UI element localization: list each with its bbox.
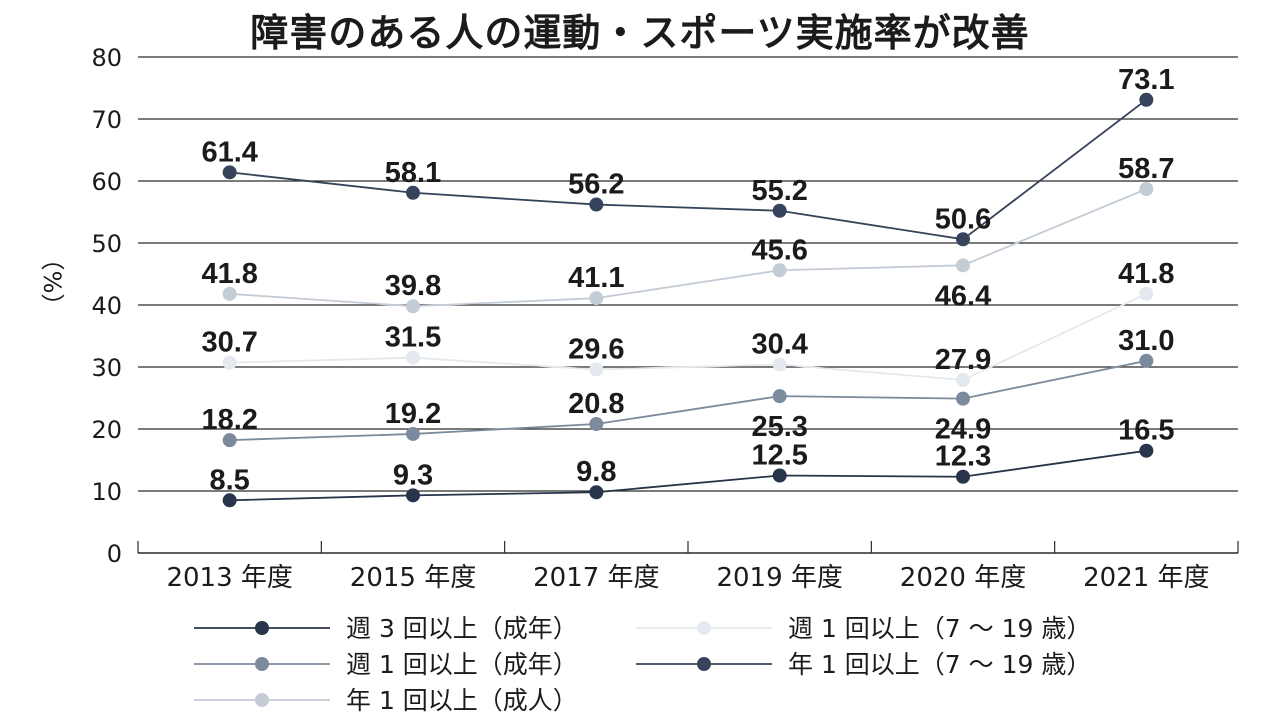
series-line bbox=[229, 359, 1147, 442]
legend-swatch-marker bbox=[255, 693, 269, 707]
data-point bbox=[589, 362, 604, 377]
x-tick-label: 2021 年度 bbox=[1083, 563, 1209, 593]
data-point bbox=[406, 426, 420, 441]
data-point bbox=[589, 291, 604, 306]
data-point bbox=[956, 258, 970, 273]
data-label: 12.3 bbox=[935, 441, 991, 473]
y-tick-label: 70 bbox=[91, 106, 122, 134]
y-tick-label: 80 bbox=[91, 44, 122, 72]
data-label: 24.9 bbox=[935, 414, 991, 446]
data-point bbox=[956, 373, 970, 388]
x-tick-label: 2020 年度 bbox=[900, 563, 1026, 593]
data-point bbox=[589, 197, 604, 212]
data-point bbox=[406, 350, 420, 365]
series-line bbox=[229, 188, 1147, 308]
data-point bbox=[956, 469, 970, 484]
data-label: 31.0 bbox=[1118, 325, 1174, 357]
series-line bbox=[229, 293, 1147, 381]
data-label: 31.5 bbox=[385, 322, 441, 354]
data-point bbox=[772, 357, 787, 372]
data-point bbox=[222, 165, 237, 180]
legend-swatch-marker bbox=[697, 657, 711, 671]
data-label: 30.4 bbox=[751, 329, 807, 361]
y-tick-label: 60 bbox=[91, 168, 122, 196]
data-point bbox=[589, 417, 604, 432]
data-label: 58.7 bbox=[1118, 153, 1174, 185]
x-tick-label: 2013 年度 bbox=[166, 563, 292, 593]
legend-label: 週 3 回以上（成年） bbox=[346, 614, 578, 643]
data-point bbox=[222, 286, 237, 301]
data-point bbox=[406, 299, 420, 314]
data-point bbox=[1139, 353, 1154, 368]
x-tick-label: 2019 年度 bbox=[716, 563, 842, 593]
data-label: 16.5 bbox=[1118, 415, 1174, 447]
y-tick-label: 50 bbox=[91, 230, 122, 258]
legend-swatch-marker bbox=[255, 657, 269, 671]
data-label: 9.8 bbox=[576, 456, 616, 488]
data-point bbox=[1139, 182, 1154, 197]
series-lines bbox=[222, 92, 1154, 508]
data-label: 50.6 bbox=[935, 203, 991, 235]
data-point bbox=[772, 468, 787, 483]
data-label: 12.5 bbox=[751, 440, 807, 472]
series-line bbox=[229, 99, 1147, 241]
data-label: 46.4 bbox=[935, 280, 991, 312]
data-label: 58.1 bbox=[385, 157, 441, 189]
data-label: 19.2 bbox=[385, 398, 441, 430]
data-label: 61.4 bbox=[201, 136, 257, 168]
data-point bbox=[772, 263, 787, 278]
legend-label: 年 1 回以上（7 ～ 19 歳） bbox=[788, 650, 1091, 679]
gridlines bbox=[138, 56, 1238, 492]
data-point bbox=[1139, 286, 1154, 301]
data-label: 45.6 bbox=[751, 234, 807, 266]
data-label: 56.2 bbox=[568, 169, 624, 201]
data-label: 41.8 bbox=[201, 258, 257, 290]
data-label: 39.8 bbox=[385, 270, 441, 302]
y-tick-label: 20 bbox=[91, 416, 122, 444]
data-point bbox=[222, 433, 237, 448]
data-label: 55.2 bbox=[751, 175, 807, 207]
data-point bbox=[589, 485, 604, 500]
y-axis-unit-label: （%） bbox=[38, 247, 66, 318]
data-label: 29.6 bbox=[568, 333, 624, 365]
y-tick-label: 40 bbox=[91, 292, 122, 320]
data-point bbox=[956, 232, 970, 247]
data-point bbox=[222, 355, 237, 370]
data-point bbox=[956, 391, 970, 406]
y-tick-label: 10 bbox=[91, 478, 122, 506]
y-tick-label: 30 bbox=[91, 354, 122, 382]
data-label: 41.1 bbox=[568, 262, 624, 294]
y-tick-label: 0 bbox=[107, 540, 122, 568]
data-label: 25.3 bbox=[751, 411, 807, 443]
data-labels: 8.5 9.3 9.8 12.5 12.3 16.5 18.2 19.2 20.8 25.3 24.… bbox=[201, 64, 1174, 497]
chart-title: 障害のある人の運動・スポーツ実施率が改善 bbox=[250, 11, 1030, 55]
data-label: 73.1 bbox=[1118, 64, 1174, 96]
data-label: 41.8 bbox=[1118, 258, 1174, 290]
legend-label: 週 1 回以上（7 ～ 19 歳） bbox=[788, 614, 1091, 643]
legend-label: 年 1 回以上（成人） bbox=[346, 686, 578, 715]
data-label: 30.7 bbox=[201, 327, 257, 359]
x-tick-label: 2015 年度 bbox=[350, 563, 476, 593]
legend: 週 3 回以上（成年） 週 1 回以上（成年） 年 1 回以上（成人） 週 1 回以上… bbox=[194, 614, 1091, 715]
legend-label: 週 1 回以上（成年） bbox=[346, 650, 578, 679]
data-point bbox=[772, 389, 787, 404]
data-label: 27.9 bbox=[935, 344, 991, 376]
data-point bbox=[406, 185, 420, 200]
data-label: 18.2 bbox=[201, 404, 257, 436]
series-line bbox=[229, 449, 1147, 502]
data-label: 9.3 bbox=[393, 459, 433, 491]
data-point bbox=[1139, 92, 1154, 107]
axes: 0 10 20 30 40 50 60 70 80 2013 年度 2015 年度 2017 年度 20… bbox=[38, 44, 1239, 593]
x-tick-label: 2017 年度 bbox=[533, 563, 659, 593]
legend-swatch-marker bbox=[697, 621, 711, 635]
data-point bbox=[406, 488, 420, 503]
data-point bbox=[222, 493, 237, 508]
legend-swatch-marker bbox=[255, 621, 269, 635]
data-label: 20.8 bbox=[568, 388, 624, 420]
data-point bbox=[1139, 443, 1154, 458]
data-point bbox=[772, 203, 787, 218]
data-label: 8.5 bbox=[210, 464, 250, 496]
